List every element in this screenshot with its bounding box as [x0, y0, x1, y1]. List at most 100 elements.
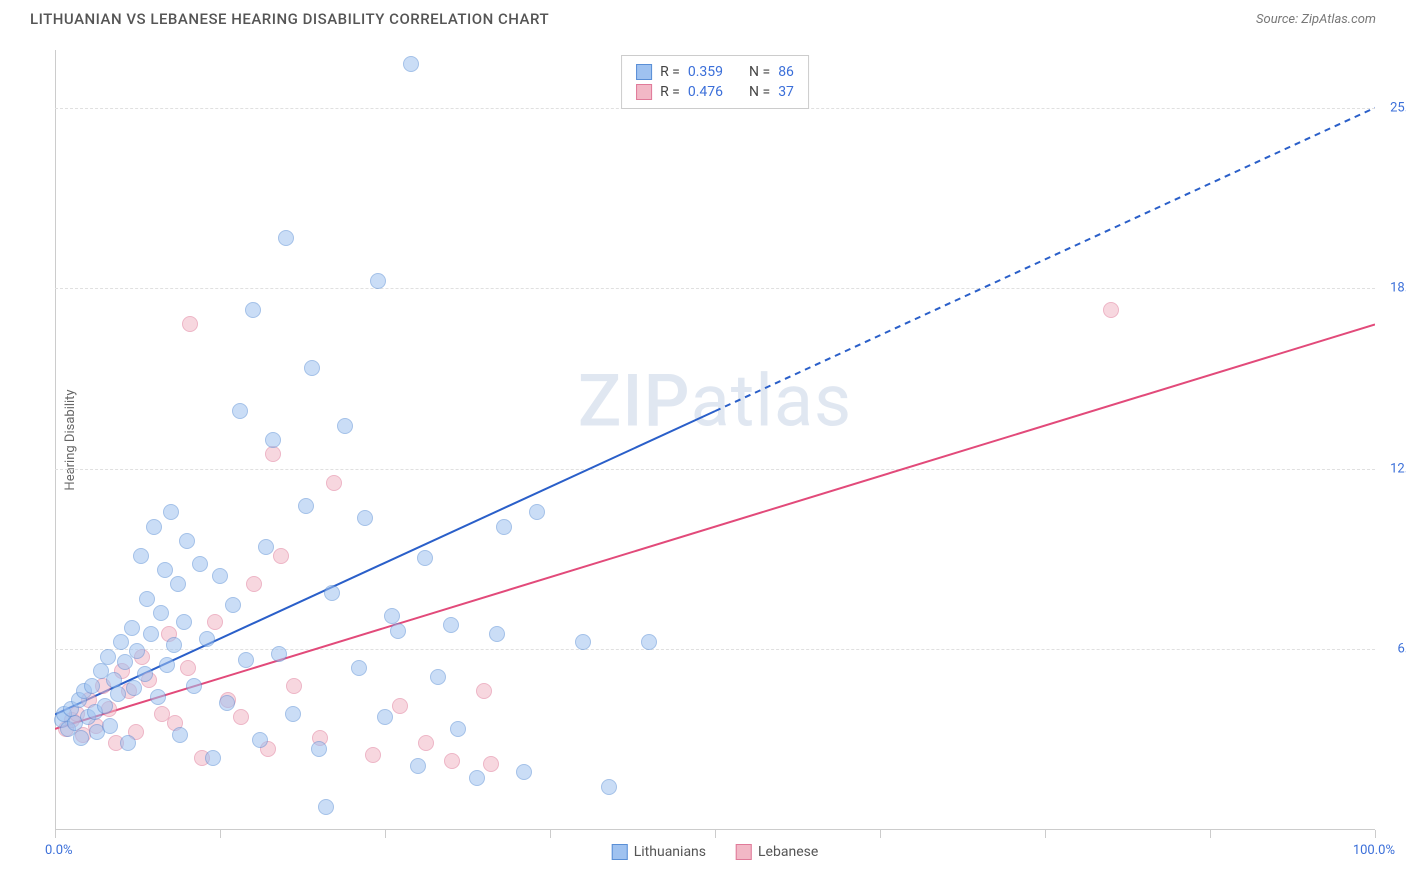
- legend-item-lithuanians: Lithuanians: [612, 844, 706, 860]
- scatter-point-lithuanians: [496, 519, 512, 535]
- scatter-point-lithuanians: [238, 652, 254, 668]
- scatter-point-lebanese: [180, 660, 196, 676]
- scatter-point-lebanese: [286, 678, 302, 694]
- scatter-point-lebanese: [326, 475, 342, 491]
- scatter-point-lithuanians: [176, 614, 192, 630]
- scatter-point-lithuanians: [278, 230, 294, 246]
- scatter-point-lithuanians: [129, 643, 145, 659]
- scatter-point-lithuanians: [529, 504, 545, 520]
- scatter-point-lebanese: [476, 683, 492, 699]
- scatter-point-lithuanians: [84, 678, 100, 694]
- scatter-point-lithuanians: [390, 623, 406, 639]
- x-axis-max-label: 100.0%: [1353, 843, 1395, 858]
- scatter-point-lithuanians: [351, 660, 367, 676]
- scatter-point-lithuanians: [163, 504, 179, 520]
- scatter-point-lebanese: [273, 548, 289, 564]
- scatter-point-lithuanians: [143, 626, 159, 642]
- scatter-point-lithuanians: [102, 718, 118, 734]
- scatter-point-lithuanians: [126, 680, 142, 696]
- legend-item-lebanese: Lebanese: [736, 844, 818, 860]
- scatter-point-lithuanians: [265, 432, 281, 448]
- x-tick: [55, 830, 56, 838]
- scatter-point-lebanese: [1103, 302, 1119, 318]
- scatter-point-lithuanians: [150, 689, 166, 705]
- scatter-point-lithuanians: [403, 56, 419, 72]
- x-tick: [880, 830, 881, 838]
- watermark: ZIPatlas: [578, 359, 852, 444]
- scatter-point-lithuanians: [601, 779, 617, 795]
- scatter-point-lithuanians: [133, 548, 149, 564]
- scatter-point-lithuanians: [516, 764, 532, 780]
- scatter-point-lithuanians: [113, 634, 129, 650]
- x-axis-min-label: 0.0%: [45, 843, 73, 858]
- correlation-legend: R = 0.359 N = 86 R = 0.476 N = 37: [621, 55, 809, 109]
- scatter-point-lithuanians: [417, 550, 433, 566]
- scatter-point-lithuanians: [245, 302, 261, 318]
- scatter-point-lebanese: [265, 446, 281, 462]
- scatter-point-lithuanians: [311, 741, 327, 757]
- scatter-point-lithuanians: [166, 637, 182, 653]
- x-tick: [715, 830, 716, 838]
- scatter-point-lithuanians: [106, 672, 122, 688]
- scatter-point-lithuanians: [410, 758, 426, 774]
- gridline: [55, 649, 1375, 650]
- x-tick: [385, 830, 386, 838]
- scatter-point-lithuanians: [285, 706, 301, 722]
- scatter-point-lithuanians: [377, 709, 393, 725]
- scatter-point-lithuanians: [304, 360, 320, 376]
- scatter-point-lebanese: [483, 756, 499, 772]
- scatter-point-lithuanians: [100, 649, 116, 665]
- gridline: [55, 469, 1375, 470]
- scatter-point-lithuanians: [170, 576, 186, 592]
- scatter-point-lebanese: [233, 709, 249, 725]
- source-attribution: Source: ZipAtlas.com: [1256, 12, 1376, 27]
- chart-area: Hearing Disability ZIPatlas 6.3%12.5%18.…: [55, 50, 1375, 830]
- scatter-point-lithuanians: [450, 721, 466, 737]
- y-axis-label: Hearing Disability: [63, 389, 78, 490]
- scatter-point-lebanese: [418, 735, 434, 751]
- bottom-legend: Lithuanians Lebanese: [612, 844, 819, 860]
- scatter-point-lithuanians: [258, 539, 274, 555]
- scatter-point-lithuanians: [337, 418, 353, 434]
- scatter-point-lithuanians: [73, 730, 89, 746]
- scatter-point-lithuanians: [232, 403, 248, 419]
- y-tick-label: 25.0%: [1390, 100, 1406, 115]
- scatter-point-lithuanians: [159, 657, 175, 673]
- scatter-point-lithuanians: [575, 634, 591, 650]
- scatter-point-lithuanians: [489, 626, 505, 642]
- scatter-point-lithuanians: [186, 678, 202, 694]
- x-tick: [220, 830, 221, 838]
- y-tick-label: 6.3%: [1397, 642, 1406, 657]
- scatter-point-lithuanians: [252, 732, 268, 748]
- scatter-point-lithuanians: [430, 669, 446, 685]
- regression-lines: [55, 50, 1375, 830]
- scatter-point-lithuanians: [469, 770, 485, 786]
- gridline: [55, 288, 1375, 289]
- scatter-point-lebanese: [392, 698, 408, 714]
- scatter-point-lithuanians: [205, 750, 221, 766]
- scatter-point-lithuanians: [641, 634, 657, 650]
- scatter-point-lebanese: [365, 747, 381, 763]
- scatter-point-lithuanians: [443, 617, 459, 633]
- scatter-point-lithuanians: [137, 666, 153, 682]
- chart-title: LITHUANIAN VS LEBANESE HEARING DISABILIT…: [30, 10, 549, 28]
- swatch-lebanese: [736, 844, 752, 860]
- scatter-point-lithuanians: [179, 533, 195, 549]
- scatter-point-lithuanians: [110, 686, 126, 702]
- scatter-point-lithuanians: [199, 631, 215, 647]
- x-tick: [550, 830, 551, 838]
- scatter-point-lithuanians: [225, 597, 241, 613]
- scatter-point-lebanese: [207, 614, 223, 630]
- chart-header: LITHUANIAN VS LEBANESE HEARING DISABILIT…: [0, 0, 1406, 28]
- correlation-row-lithuanians: R = 0.359 N = 86: [636, 62, 794, 82]
- x-tick: [1045, 830, 1046, 838]
- swatch-lithuanians: [636, 64, 652, 80]
- y-tick-label: 18.8%: [1390, 281, 1406, 296]
- scatter-point-lithuanians: [324, 585, 340, 601]
- scatter-point-lithuanians: [212, 568, 228, 584]
- scatter-point-lithuanians: [219, 695, 235, 711]
- scatter-point-lithuanians: [271, 646, 287, 662]
- x-tick: [1375, 830, 1376, 838]
- scatter-point-lithuanians: [357, 510, 373, 526]
- scatter-point-lithuanians: [139, 591, 155, 607]
